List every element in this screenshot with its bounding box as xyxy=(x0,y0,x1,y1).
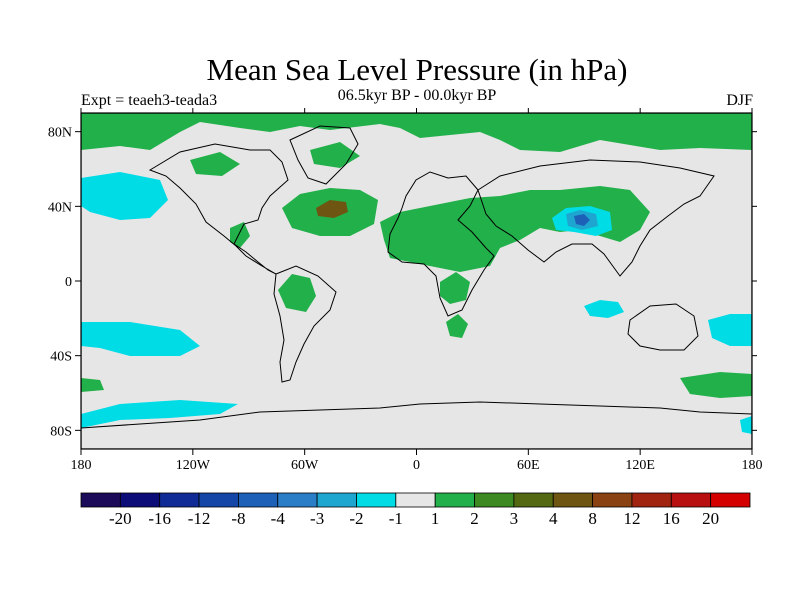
y-axis: 80N 40N 0 40S 80S xyxy=(48,126,757,439)
colorbar-swatch xyxy=(277,492,318,508)
colorbar-label: 8 xyxy=(588,509,597,528)
colorbar-swatch xyxy=(316,492,357,508)
southern-ocean-negative-region xyxy=(81,400,238,428)
x-tick-label: 120E xyxy=(625,458,655,473)
colorbar-label: -8 xyxy=(231,509,245,528)
y-tick-label: 40S xyxy=(50,350,72,365)
colorbar-swatch xyxy=(552,492,593,508)
north-america-coast xyxy=(148,143,289,275)
colorbar-swatch xyxy=(198,492,239,508)
colorbar-label: -4 xyxy=(271,509,286,528)
asia-coast xyxy=(477,159,715,277)
colorbar-label: 20 xyxy=(702,509,719,528)
colorbar: -20 -16 -12 -8 -4 -3 -2 -1 1 2 3 4 8 12 16 20 xyxy=(80,492,751,528)
colorbar-swatch xyxy=(159,492,200,508)
y-tick-label: 80S xyxy=(50,424,72,439)
map-area xyxy=(81,113,752,449)
y-tick-label: 0 xyxy=(65,275,72,290)
coastlines xyxy=(81,125,752,429)
y-tick-label: 80N xyxy=(48,126,72,141)
colorbar-swatch xyxy=(356,492,397,508)
canada-positive-region xyxy=(190,152,240,176)
colorbar-label: 1 xyxy=(431,509,440,528)
colorbar-label: 3 xyxy=(510,509,519,528)
x-axis: 180 120W 60W 0 60E 120E 180 xyxy=(71,108,763,473)
colorbar-swatch xyxy=(395,492,436,508)
greenland-coast xyxy=(289,125,359,185)
southern-africa-positive-region xyxy=(440,272,470,304)
map-background xyxy=(81,113,752,449)
colorbar-label: 12 xyxy=(623,509,640,528)
antarctica-coast xyxy=(81,401,752,429)
colorbar-swatch xyxy=(434,492,475,508)
dateline-south-positive-region xyxy=(81,378,104,392)
arctic-positive-region xyxy=(81,113,752,152)
x-tick-label: 180 xyxy=(71,458,92,473)
negative-core-strong xyxy=(574,214,590,226)
europe-africa-coast xyxy=(387,171,495,317)
colorbar-swatch xyxy=(710,492,751,508)
colorbar-label: -2 xyxy=(349,509,363,528)
x-tick-label: 180 xyxy=(742,458,763,473)
south-america-coast xyxy=(273,265,337,383)
experiment-label: Expt = teaeh3-teada3 xyxy=(81,92,218,109)
colorbar-swatch xyxy=(474,492,515,508)
colorbar-swatch xyxy=(670,492,712,508)
positive-core-moderate xyxy=(316,200,348,218)
south-pacific-negative-region xyxy=(81,322,200,356)
colorbar-label: -16 xyxy=(148,509,171,528)
plot-title: Mean Sea Level Pressure (in hPa) xyxy=(206,52,628,87)
madagascar-positive-region xyxy=(446,314,468,338)
australia-coast xyxy=(627,303,699,351)
colorbar-swatch xyxy=(119,492,161,508)
colorbar-swatch xyxy=(238,492,279,508)
colorbar-label: 16 xyxy=(663,509,680,528)
colorbar-label: -1 xyxy=(389,509,403,528)
australia-east-negative-region xyxy=(708,314,752,346)
colorbar-swatch xyxy=(631,492,672,508)
x-tick-label: 120W xyxy=(176,458,211,473)
colorbar-swatch xyxy=(592,492,633,508)
x-tick-label: 0 xyxy=(413,458,420,473)
negative-anomaly-regions xyxy=(81,172,752,434)
indian-ocean-negative-region xyxy=(584,300,624,318)
north-pacific-negative-region xyxy=(81,172,168,220)
colorbar-swatch xyxy=(80,492,121,508)
colorbar-label: 4 xyxy=(549,509,558,528)
pacific-south-positive-region xyxy=(680,372,752,398)
season-label: DJF xyxy=(726,92,753,109)
x-tick-label: 60W xyxy=(291,458,319,473)
colorbar-label: -12 xyxy=(188,509,211,528)
period-label: 06.5kyr BP - 00.0kyr BP xyxy=(337,87,497,104)
y-tick-label: 40N xyxy=(48,200,72,215)
colorbar-label: -20 xyxy=(109,509,132,528)
colorbar-swatch xyxy=(513,492,554,508)
antarctic-east-negative-region xyxy=(740,416,752,434)
colorbar-label: 2 xyxy=(470,509,479,528)
colorbar-label: -3 xyxy=(310,509,324,528)
south-america-positive-region xyxy=(278,274,316,312)
x-tick-label: 60E xyxy=(517,458,540,473)
